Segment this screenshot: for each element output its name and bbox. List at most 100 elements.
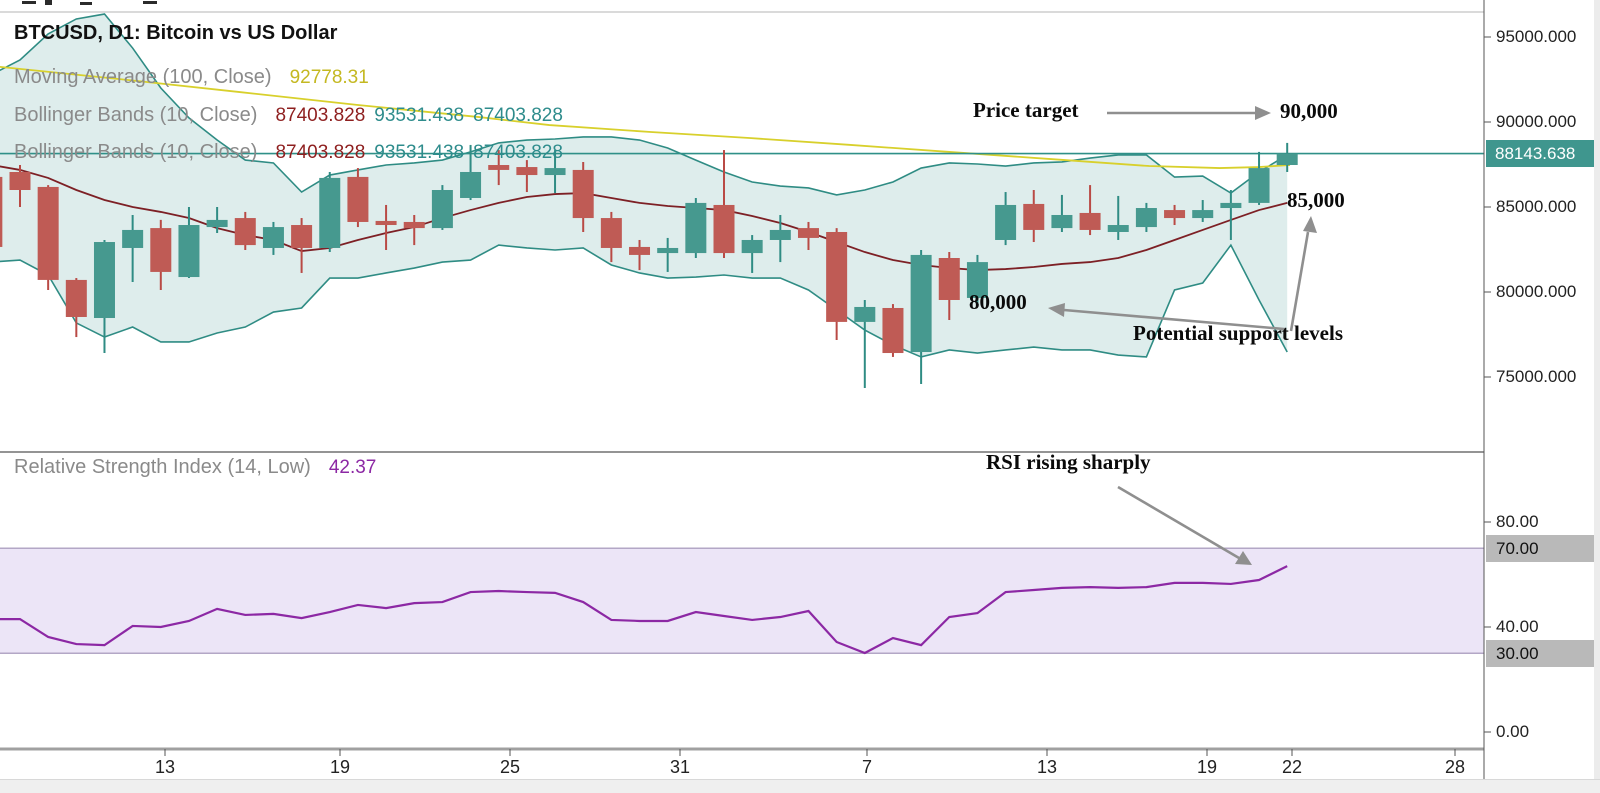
ma-label: Moving Average (100, Close): [14, 66, 272, 88]
candle-body: [1023, 203, 1045, 230]
rsi-label: Relative Strength Index (14, Low): [14, 456, 311, 478]
bb1-upper-value: 93531.438: [374, 105, 465, 126]
candle-body: [150, 228, 172, 272]
bb2-basis-value: 87403.828: [473, 142, 563, 163]
candle-body: [741, 239, 763, 254]
candle-body: [488, 165, 510, 170]
candle-body: [1079, 212, 1101, 230]
candle-body: [544, 168, 566, 176]
bb1-label: Bollinger Bands (10, Close): [14, 104, 258, 126]
arrow-support-85000: [1289, 231, 1310, 332]
annotation-price-target: Price target: [973, 98, 1079, 122]
candle-body: [910, 254, 932, 353]
candle-body: [572, 169, 594, 219]
time-tick-label: 31: [669, 757, 691, 777]
candle-body: [685, 202, 707, 254]
candle-body: [516, 167, 538, 176]
bb2-label: Bollinger Bands (10, Close): [14, 141, 258, 163]
time-tick-label: 13: [1036, 757, 1058, 777]
candle-body: [995, 204, 1017, 240]
price-tick-label: 80000.000: [1496, 282, 1577, 301]
annotation-target-level: 90,000: [1280, 99, 1338, 123]
candle-body: [65, 279, 87, 317]
candle-body: [657, 247, 679, 254]
arrow-support-80000-head: [1048, 303, 1065, 317]
rsi-band: [0, 548, 1484, 654]
arrow-rsi-note-head: [1235, 551, 1252, 565]
bottom-strip: [0, 779, 1600, 793]
candle-body: [938, 258, 960, 300]
candle-body: [966, 262, 988, 298]
arrow-price-target-head: [1255, 106, 1271, 120]
candle-body: [291, 225, 313, 248]
candle-body: [882, 307, 904, 354]
rsi-tick-label: 30.00: [1486, 639, 1600, 667]
candle-body: [403, 221, 425, 229]
candle-body: [206, 219, 228, 228]
candle-body: [797, 228, 819, 238]
price-tick-label: 95000.000: [1496, 27, 1577, 46]
candle-body: [431, 190, 453, 229]
rsi-tick-label: 40.00: [1496, 617, 1539, 636]
bb1-lower-value: 87403.828: [275, 105, 366, 126]
arrow-support-80000: [1063, 308, 1285, 331]
candle-body: [1135, 208, 1157, 228]
rsi-tick-label: 0.00: [1496, 722, 1530, 741]
bollinger-band-fill: [0, 14, 1288, 357]
candle-body: [1107, 225, 1129, 232]
right-edge-strip: [1594, 0, 1600, 779]
price-tick-label: 90000.000: [1496, 112, 1577, 131]
time-tick-label: 7: [861, 757, 873, 777]
bb2-lower-value: 87403.828: [275, 142, 366, 163]
candle-body: [37, 186, 59, 280]
rsi-value: 42.37: [328, 457, 377, 478]
candle-body: [854, 306, 876, 322]
candle-body: [460, 171, 482, 198]
price-tick-label: 85000.000: [1496, 197, 1577, 216]
clipped-text-fragment: [143, 1, 157, 4]
price-tick-label: 75000.000: [1496, 367, 1577, 386]
time-tick-label: 25: [499, 757, 521, 777]
annotation-support-80000: 80,000: [969, 290, 1027, 314]
candle-body: [1051, 214, 1073, 229]
candle-body: [347, 176, 369, 222]
annotation-rsi-note: RSI rising sharply: [986, 450, 1151, 474]
bb2-upper-value: 93531.438: [374, 142, 465, 163]
candle-body: [178, 225, 200, 278]
candle-body: [826, 231, 848, 322]
bollinger-lower-line: [0, 243, 1288, 358]
legend-bollinger-2: Bollinger Bands (10, Close) 87403.828 9353…: [14, 141, 563, 164]
time-tick-label: 13: [154, 757, 176, 777]
time-tick-label: 19: [329, 757, 351, 777]
rsi-line: [0, 565, 1288, 655]
candle-body: [1248, 168, 1270, 203]
clipped-text-fragment: [80, 2, 92, 5]
candle-body: [1220, 202, 1242, 209]
candle-body: [262, 227, 284, 248]
candle-body: [93, 242, 115, 319]
bb1-basis-value: 87403.828: [473, 105, 563, 126]
legend-moving-average: Moving Average (100, Close) 92778.31: [14, 66, 369, 89]
time-tick-label: 22: [1281, 757, 1303, 777]
ma100-line: [0, 65, 1291, 169]
candle-body: [9, 171, 31, 190]
candle-body: [1276, 153, 1298, 166]
annotation-support-label: Potential support levels: [1133, 321, 1343, 345]
clipped-text-fragment: [45, 0, 52, 5]
candle-body: [122, 229, 144, 248]
candle-body: [319, 177, 341, 248]
legend-rsi: Relative Strength Index (14, Low) 42.37: [14, 456, 376, 479]
candle-body: [713, 204, 735, 254]
candle-body: [375, 220, 397, 226]
candle-body: [0, 176, 3, 247]
candle-body: [629, 246, 651, 255]
rsi-tick-label: 80.00: [1496, 512, 1539, 531]
candle-body: [769, 229, 791, 240]
candle-body: [1192, 210, 1214, 219]
time-tick-label: 28: [1444, 757, 1466, 777]
time-tick-label: 19: [1196, 757, 1218, 777]
symbol-title: BTCUSD, D1: Bitcoin vs US Dollar: [14, 22, 338, 44]
legend-bollinger-1: Bollinger Bands (10, Close) 87403.828 9353…: [14, 104, 563, 127]
